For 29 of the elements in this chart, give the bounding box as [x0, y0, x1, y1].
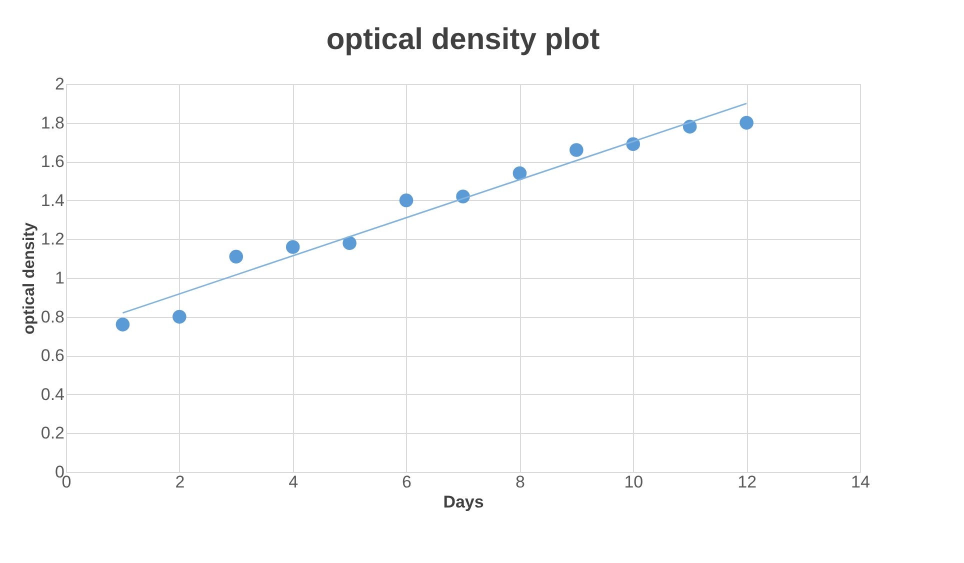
x-tick-label: 8	[515, 472, 525, 492]
x-tick-label: 6	[402, 472, 412, 492]
y-tick-label: 0.4	[40, 384, 64, 404]
y-tick-label: 1.6	[40, 152, 64, 172]
point	[116, 318, 130, 332]
y-tick-label: 0.6	[40, 346, 64, 366]
chart-title: optical density plot	[326, 23, 600, 56]
x-tick-label: 12	[738, 472, 757, 492]
y-tick-label: 1.4	[40, 190, 64, 210]
y-axis-title: optical density	[20, 222, 38, 335]
point	[342, 236, 356, 250]
y-tick-label: 0.2	[40, 424, 64, 443]
x-tick-label: 4	[288, 472, 298, 492]
point	[229, 250, 244, 264]
point	[512, 166, 527, 180]
y-tick-label: 1.2	[40, 230, 64, 249]
y-tick-label: 1.8	[40, 113, 64, 132]
point	[286, 240, 300, 254]
y-tick-label: 1	[55, 268, 64, 288]
x-tick-label: 2	[175, 472, 185, 492]
x-tick-label: 14	[851, 472, 870, 492]
point	[399, 194, 414, 208]
point	[172, 310, 186, 324]
x-axis-title: Days	[443, 492, 484, 512]
point	[570, 143, 584, 157]
y-tick-label: 0.8	[40, 307, 64, 326]
y-tick-label: 2	[55, 74, 64, 94]
x-tick-label: 10	[624, 472, 644, 492]
point	[740, 116, 754, 130]
